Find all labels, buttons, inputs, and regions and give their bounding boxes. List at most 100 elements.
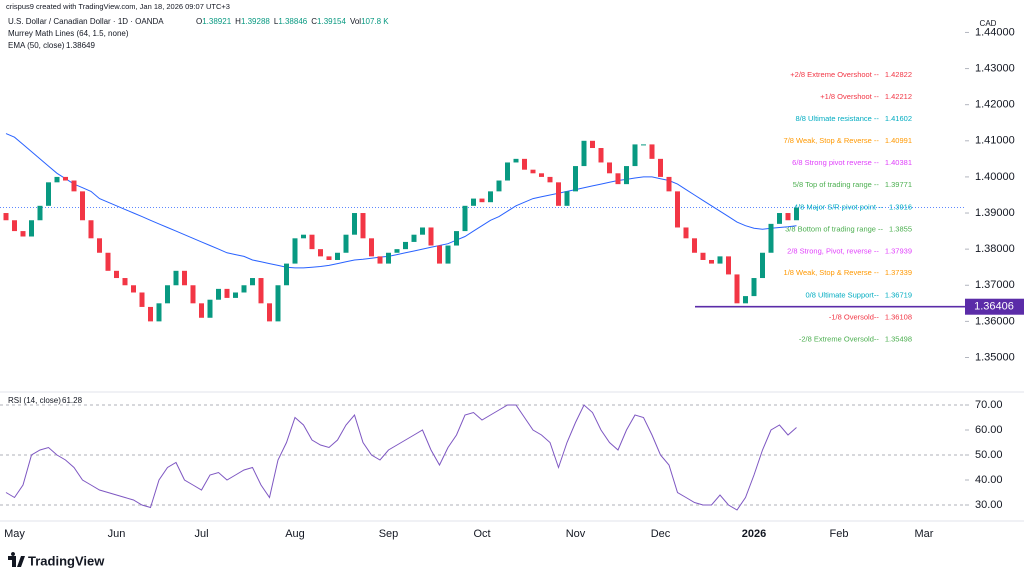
candle (377, 256, 383, 264)
murrey-value: 1.3855 (889, 224, 912, 233)
murrey-text: 6/8 Strong pivot reverse -- (792, 158, 879, 167)
candle (335, 252, 340, 260)
murrey-value: 1.39771 (885, 180, 912, 189)
murrey-label: 6/8 Strong pivot reverse -- 1.40381 (792, 158, 912, 167)
y-tick-label: 1.38000 (975, 243, 1015, 255)
candle (734, 274, 740, 304)
credit: crispus9 created with TradingView.com, J… (6, 2, 230, 11)
indicator-name: EMA (50, close) (8, 41, 65, 50)
x-tick-label: Mar (915, 528, 934, 540)
murrey-label: 2/8 Strong, Pivot, reverse -- 1.37939 (787, 246, 912, 255)
candle (394, 249, 400, 253)
candle (275, 285, 281, 322)
rsi-tick-label: 40.00 (975, 474, 1003, 486)
candle (292, 238, 298, 264)
candle (105, 252, 111, 271)
candle (777, 213, 782, 224)
murrey-label: 8/8 Ultimate resistance -- 1.41602 (796, 114, 913, 123)
candle (513, 158, 519, 163)
candle (675, 191, 680, 228)
murrey-label: +2/8 Extreme Overshoot -- 1.42822 (790, 70, 912, 79)
murrey-value: 1.42822 (885, 70, 912, 79)
ohlc-label: C (311, 17, 317, 26)
candle (590, 140, 595, 149)
rsi-tick-label: 30.00 (975, 499, 1003, 511)
x-tick-label: Jun (108, 528, 126, 540)
murrey-text: 1/8 Weak, Stop & Reverse -- (784, 268, 880, 277)
rsi-tick-label: 60.00 (975, 424, 1003, 436)
candle (173, 270, 179, 286)
murrey-label: 1/8 Weak, Stop & Reverse -- 1.37339 (784, 268, 912, 277)
candle (573, 166, 578, 192)
candle (165, 285, 170, 304)
candle (547, 176, 553, 183)
ohlc-value: 1.39288 (241, 17, 270, 26)
y-tick-label: 1.39000 (975, 207, 1015, 219)
murrey-label: 5/8 Top of trading range -- 1.39771 (793, 180, 912, 189)
y-tick-label: 1.42000 (975, 99, 1015, 111)
candle (258, 278, 264, 304)
candle (581, 140, 587, 167)
candle (131, 285, 136, 293)
currency: CAD (980, 19, 997, 28)
ohlc-value: 1.38921 (202, 17, 231, 26)
candle (692, 238, 697, 253)
y-tick-label: 1.35000 (975, 351, 1015, 363)
candle (641, 144, 646, 146)
candle (54, 176, 60, 183)
x-tick-label: Aug (285, 528, 305, 540)
rsi-tick-label: 70.00 (975, 399, 1003, 411)
x-tick-label: Feb (830, 528, 849, 540)
price-label-box (965, 298, 1024, 315)
candle (445, 245, 451, 264)
price-label: 1.36406 (974, 301, 1014, 313)
candle (386, 252, 391, 264)
candle (216, 288, 221, 300)
candle (768, 223, 774, 253)
candle (37, 205, 43, 221)
indicator-name: Murrey Math Lines (64, 1.5, none) (8, 29, 129, 38)
ohlc-label: O (196, 17, 202, 26)
murrey-label: 3/8 Bottom of trading range -- 1.3855 (785, 224, 912, 233)
candle (785, 213, 791, 221)
y-tick-label: 1.41000 (975, 135, 1015, 147)
x-tick-label: Jul (194, 528, 208, 540)
candle (496, 180, 502, 192)
logo-text: TradingView (28, 553, 105, 568)
candle (71, 180, 77, 192)
candle (20, 231, 26, 237)
candle (360, 213, 366, 239)
candle (233, 292, 238, 298)
candle (309, 234, 315, 250)
candle (556, 182, 561, 206)
candle (224, 288, 230, 298)
rsi-tick-label: 50.00 (975, 449, 1003, 461)
candle (683, 227, 689, 239)
candle (352, 213, 357, 235)
murrey-value: 1.40991 (885, 136, 912, 145)
volume-label: Vol (350, 17, 361, 26)
x-tick-label: May (4, 528, 25, 540)
murrey-text: +2/8 Extreme Overshoot -- (790, 70, 879, 79)
murrey-label: +1/8 Overshoot -- 1.42212 (820, 92, 912, 101)
candle (479, 198, 485, 203)
candle (760, 252, 765, 279)
murrey-label: -2/8 Extreme Oversold-- 1.35498 (799, 334, 912, 343)
murrey-text: 4/8 Major S/R pivot point -- (794, 202, 884, 211)
candle (122, 278, 128, 286)
murrey-text: 0/8 Ultimate Support-- (806, 290, 880, 299)
volume-value: 107.8 K (361, 17, 389, 26)
candle (63, 176, 68, 181)
murrey-value: 1.35498 (885, 334, 912, 343)
candle (437, 245, 442, 264)
candle (156, 303, 162, 322)
candle (743, 296, 748, 304)
x-tick-label: Oct (473, 528, 490, 540)
candle (318, 249, 323, 257)
murrey-value: 1.41602 (885, 114, 912, 123)
murrey-label: 0/8 Ultimate Support-- 1.36719 (806, 290, 913, 299)
rsi-last: 61.28 (62, 396, 83, 405)
candle (751, 278, 757, 297)
candle (267, 303, 272, 322)
candle (666, 176, 672, 192)
